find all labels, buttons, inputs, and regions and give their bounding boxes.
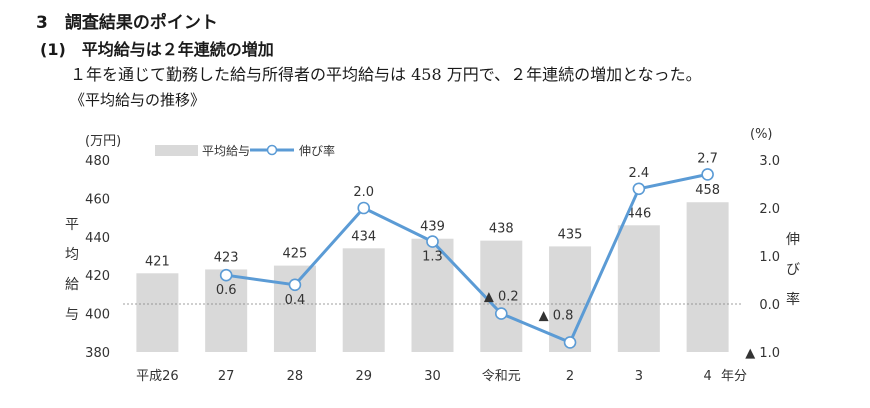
left-axis-tick: 440: [85, 231, 110, 246]
right-axis-label-char: び: [786, 262, 800, 278]
right-axis-label-char: 率: [786, 291, 800, 308]
salary-bar: [480, 240, 523, 352]
growth-rate-point: [357, 201, 371, 215]
subsection-title: (1) 平均給与は２年連続の増加: [40, 40, 274, 59]
growth-rate-label: ▲ 0.2: [484, 290, 519, 305]
right-axis-unit: (%): [750, 127, 773, 142]
x-axis-category-label: 30: [424, 369, 441, 384]
legend-line-label: 伸び率: [299, 143, 335, 158]
legend-bar-swatch: [155, 145, 198, 156]
right-axis-tick: 1.0: [759, 250, 780, 265]
growth-rate-label: ▲ 0.8: [539, 308, 574, 323]
growth-rate-point: [494, 307, 508, 320]
bar-value-label: 425: [283, 247, 308, 262]
salary-bar: [136, 273, 179, 352]
right-axis-tick: 3.0: [759, 154, 780, 169]
growth-rate-label: 0.6: [216, 283, 237, 298]
left-axis-tick: 420: [85, 269, 110, 284]
left-axis-tick: 480: [85, 154, 110, 169]
x-axis-category-label: 令和元: [482, 369, 521, 384]
legend-line-marker: [266, 144, 278, 156]
growth-rate-point: [563, 336, 577, 349]
bar-value-label: 439: [420, 220, 445, 235]
right-axis-label-char: 伸: [786, 232, 800, 248]
salary-bar: [617, 225, 660, 352]
right-axis-tick: 2.0: [759, 202, 780, 217]
growth-rate-label: 2.4: [628, 166, 649, 181]
left-axis-tick: 400: [85, 308, 110, 323]
growth-rate-label: 2.7: [697, 151, 718, 166]
growth-rate-label: 0.4: [285, 293, 306, 308]
bar-value-label: 458: [695, 183, 720, 198]
x-axis-unit-label: 年分: [721, 369, 747, 384]
left-axis-unit: (万円): [85, 134, 121, 149]
left-axis-label-char: 平: [65, 217, 79, 233]
salary-bar: [205, 269, 248, 352]
bar-value-label: 421: [145, 254, 170, 269]
growth-rate-point: [701, 168, 714, 181]
salary-bar: [686, 202, 729, 352]
growth-rate-label: 1.3: [422, 250, 443, 265]
left-axis-tick: 380: [85, 346, 110, 361]
growth-rate-point: [219, 268, 233, 282]
x-axis-category-label: 2: [566, 369, 574, 384]
summary-text: １年を通じて勤務した給与所得者の平均給与は 458 万円で、２年連続の増加となっ…: [70, 65, 702, 84]
x-axis-category-label: 29: [355, 369, 372, 384]
bar-value-label: 438: [489, 222, 514, 237]
left-axis-label-char: 給: [65, 277, 79, 293]
x-axis-category-label: 3: [635, 369, 643, 384]
right-axis-tick: 0.0: [759, 298, 780, 313]
growth-rate-point: [288, 278, 302, 292]
growth-rate-label: 2.0: [353, 185, 374, 200]
growth-rate-point: [632, 182, 646, 196]
growth-rate-line: [225, 172, 708, 345]
salary-bar: [342, 248, 385, 352]
x-axis-category-label: 4: [703, 369, 711, 384]
section-title: 3 調査結果のポイント: [36, 13, 218, 33]
left-axis-label-char: 与: [65, 307, 79, 323]
left-axis-tick: 460: [85, 192, 110, 207]
right-axis-tick: ▲ 1.0: [745, 346, 780, 361]
x-axis-category-label: 平成26: [136, 369, 179, 384]
bar-value-label: 435: [558, 227, 583, 242]
chart-caption: 《平均給与の推移》: [70, 91, 206, 109]
x-axis-category-label: 28: [287, 369, 304, 384]
x-axis-category-label: 27: [218, 369, 235, 384]
salary-bar: [549, 246, 592, 352]
left-axis-label-char: 均: [65, 247, 79, 263]
bar-value-label: 446: [626, 206, 651, 221]
legend-bar-label: 平均給与: [202, 144, 250, 158]
bar-value-label: 434: [351, 229, 376, 244]
bar-value-label: 423: [214, 250, 239, 265]
growth-rate-point: [426, 235, 439, 248]
